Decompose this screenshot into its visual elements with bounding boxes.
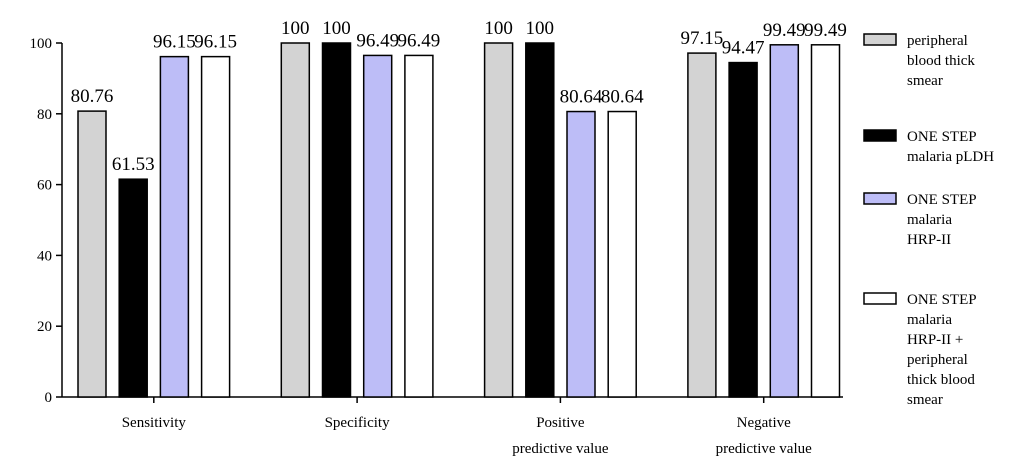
data-label: 100 bbox=[281, 18, 310, 39]
legend-label: peripheral bbox=[907, 33, 968, 49]
data-label: 100 bbox=[526, 18, 555, 39]
legend-label: HRP-II bbox=[907, 232, 951, 248]
legend-label: ONE STEP bbox=[907, 192, 977, 208]
legend-swatch bbox=[863, 192, 897, 205]
bar bbox=[483, 42, 514, 398]
bar bbox=[118, 178, 148, 398]
legend-swatch bbox=[863, 33, 897, 46]
bar bbox=[200, 55, 231, 398]
y-tick-label: 0 bbox=[45, 390, 53, 406]
legend-label: malaria bbox=[907, 212, 952, 228]
legend-label: smear bbox=[907, 392, 943, 408]
legend-label: malaria pLDH bbox=[907, 149, 994, 165]
bar bbox=[362, 54, 393, 398]
data-label: 94.47 bbox=[722, 38, 765, 59]
data-label: 80.64 bbox=[560, 87, 603, 108]
x-tick-label: predictive value bbox=[512, 441, 609, 457]
data-label: 96.49 bbox=[356, 30, 399, 51]
x-tick-label: Positive bbox=[536, 415, 585, 431]
data-label: 96.15 bbox=[153, 32, 196, 53]
legend-label: blood thick bbox=[907, 53, 975, 69]
data-label: 80.64 bbox=[601, 87, 644, 108]
bar bbox=[280, 42, 311, 398]
data-label: 80.76 bbox=[71, 86, 114, 107]
y-tick-label: 40 bbox=[37, 248, 52, 264]
data-label: 100 bbox=[484, 18, 513, 39]
x-tick-label: Specificity bbox=[325, 415, 390, 431]
data-label: 97.15 bbox=[681, 28, 724, 49]
data-label: 99.49 bbox=[763, 20, 806, 41]
y-tick-label: 100 bbox=[30, 36, 53, 52]
bar bbox=[566, 110, 596, 398]
data-label: 96.15 bbox=[194, 32, 237, 53]
bar bbox=[321, 42, 352, 398]
bar bbox=[810, 44, 841, 398]
legend-label: HRP-II + bbox=[907, 332, 963, 348]
legend-swatch bbox=[863, 129, 897, 142]
bar bbox=[404, 54, 434, 398]
legend-label: thick blood bbox=[907, 372, 975, 388]
data-label: 99.49 bbox=[804, 20, 847, 41]
bar bbox=[159, 55, 190, 398]
bar bbox=[687, 52, 717, 398]
bar bbox=[77, 110, 107, 398]
legend-label: smear bbox=[907, 73, 943, 89]
data-label: 61.53 bbox=[112, 154, 155, 175]
legend-label: ONE STEP bbox=[907, 292, 977, 308]
legend-label: ONE STEP bbox=[907, 129, 977, 145]
legend-label: malaria bbox=[907, 312, 952, 328]
x-tick-label: Negative bbox=[737, 415, 791, 431]
y-tick-label: 80 bbox=[37, 107, 52, 123]
legend-swatch bbox=[863, 292, 897, 305]
data-label: 100 bbox=[322, 18, 351, 39]
y-tick-label: 60 bbox=[37, 178, 52, 194]
bar bbox=[525, 42, 555, 398]
data-label: 96.49 bbox=[398, 30, 441, 51]
y-tick-label: 20 bbox=[37, 319, 52, 335]
x-tick-label: Sensitivity bbox=[122, 415, 187, 431]
bar bbox=[607, 110, 637, 398]
x-tick-label: predictive value bbox=[716, 441, 813, 457]
bar bbox=[769, 44, 800, 398]
legend-label: peripheral bbox=[907, 352, 968, 368]
bar bbox=[728, 61, 758, 398]
